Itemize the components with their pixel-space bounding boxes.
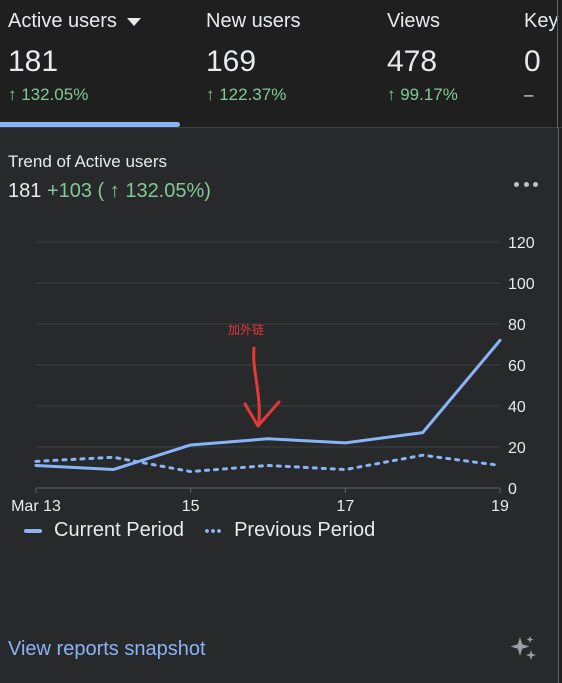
legend-item-current: Current Period: [24, 519, 184, 542]
series-line-current: [34, 338, 502, 472]
x-tick-label: Mar 13: [11, 498, 61, 515]
metric-value-new-users: 169: [206, 45, 257, 78]
trend-summary: 181 +103 ( ↑ 132.05%): [8, 180, 211, 203]
metric-value-key: 0: [524, 45, 541, 78]
y-tick-label: 100: [508, 276, 535, 293]
metric-value-views: 478: [387, 45, 438, 78]
metric-tab-views[interactable]: Views 478 ↑ 99.17%: [387, 10, 458, 105]
metric-value-active-users: 181: [8, 45, 59, 78]
more-dot-icon: [523, 181, 529, 187]
more-options-button[interactable]: [512, 174, 540, 194]
metric-change-active-users: ↑ 132.05%: [8, 85, 89, 104]
sparkle-icon[interactable]: [508, 634, 538, 664]
metric-label-key: Key: [524, 10, 559, 32]
legend-item-previous: Previous Period: [204, 519, 375, 542]
metric-change-key: –: [524, 85, 534, 104]
y-tick-label: 20: [508, 440, 526, 457]
x-tick-label: 19: [491, 498, 509, 515]
y-tick-label: 80: [508, 317, 526, 334]
tab-divider: [0, 127, 562, 128]
y-tick-label: 120: [508, 235, 535, 252]
y-tick-label: 0: [508, 481, 517, 498]
view-reports-snapshot-link[interactable]: View reports snapshot: [8, 638, 206, 660]
metric-label-text: Active users: [8, 10, 117, 32]
legend-swatch-dotted: [204, 528, 223, 533]
y-tick-label: 60: [508, 358, 526, 375]
metrics-header: Active users 181 ↑ 132.05% New users 169…: [0, 0, 562, 128]
annotation-arrow: [252, 346, 261, 424]
chart-legend: Current Period Previous Period: [24, 519, 395, 542]
metric-change-views: ↑ 99.17%: [387, 85, 458, 104]
card-edge: [557, 0, 558, 128]
active-tab-indicator: [0, 122, 180, 127]
metric-tab-active-users[interactable]: Active users 181 ↑ 132.05%: [8, 10, 141, 105]
metric-label-new-users: New users: [206, 10, 301, 32]
metric-label-views: Views: [387, 10, 440, 32]
metric-tab-key[interactable]: Key 0 –: [524, 10, 558, 105]
trend-line-chart: 0 20 40 60 80 100 120 Mar 13 15 17 19 加外链: [11, 235, 535, 515]
y-tick-label: 40: [508, 399, 526, 416]
more-dot-icon: [533, 181, 538, 187]
metric-change-new-users: ↑ 122.37%: [206, 85, 287, 104]
legend-label-previous: Previous Period: [234, 519, 376, 541]
trend-card: Trend of Active users 181 +103 ( ↑ 132.0…: [0, 128, 559, 683]
x-tick-label: 15: [182, 498, 200, 515]
trend-total: 181: [8, 180, 42, 202]
annotation-label: 加外链: [228, 322, 264, 337]
caret-down-icon[interactable]: [126, 17, 141, 26]
x-tick-label: 17: [336, 498, 354, 515]
metric-tab-new-users[interactable]: New users 169 ↑ 122.37%: [206, 10, 300, 105]
series-line-previous: [34, 453, 502, 474]
annotation-arrow-head: [243, 400, 281, 428]
metric-label-active-users: Active users: [8, 10, 141, 33]
trend-title: Trend of Active users: [8, 152, 168, 171]
more-dot-icon: [514, 181, 519, 187]
trend-delta: +103 ( ↑ 132.05%): [46, 180, 211, 202]
legend-label-current: Current Period: [54, 519, 185, 541]
legend-swatch-solid: [24, 528, 42, 533]
